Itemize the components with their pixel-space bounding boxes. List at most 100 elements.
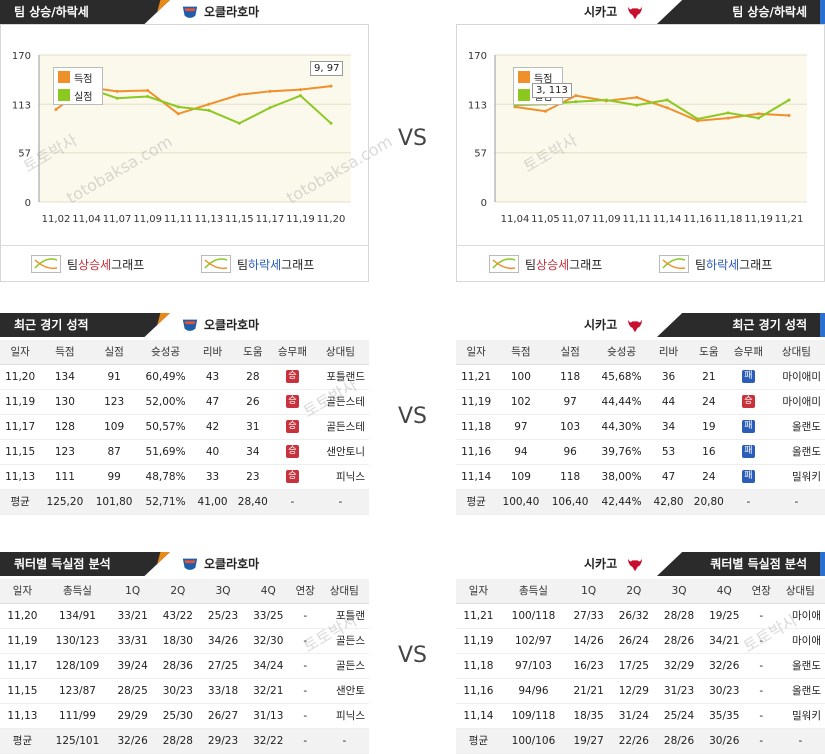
table-row[interactable]: 11,21 100 118 45,68% 36 21 패 마이애미 [456,364,825,390]
table-row[interactable]: 11,19 130/123 33/31 18/30 34/26 32/30- 골든스 [0,628,369,654]
data-point [146,95,150,99]
left-section-title: 팀 상승/하락세 [0,0,170,24]
table-cell: 18/30 [155,628,201,654]
column-header: 2Q [155,579,201,604]
table-row[interactable]: 11,13 111 99 48,78% 33 23 승 피닉스 [0,464,369,490]
x-tick-label: 11,02 [42,214,71,225]
table-cell: 128 [40,414,90,440]
table-cell: - [311,489,369,515]
y-tick-label: 57 [474,149,487,160]
up-graph-item[interactable]: 팀 상승세 그래프 [31,255,144,273]
trend-graph-icon [659,255,689,273]
table-row[interactable]: 11,14 109/118 18/35 31/24 25/24 35/35- 밀워키 [456,703,825,729]
column-header: 슛성공 [594,340,649,365]
table-row[interactable]: 11,15 123 87 51,69% 40 34 승 샌안토니 [0,439,369,465]
column-header: 득점 [496,340,546,365]
bulls-logo-icon [627,558,643,572]
table-row[interactable]: 11,21 100/118 27/33 26/32 28/28 19/25- 마이애 [456,603,825,629]
table-cell: 99 [89,464,139,490]
loss-badge: 패 [741,445,755,458]
table-cell: 19/27 [566,728,612,754]
table-cell: 23 [232,464,273,490]
left-team-name: 오클라호마 [204,5,260,19]
table-cell: 26/27 [200,703,246,729]
x-tick-label: 11,20 [317,214,346,225]
column-header: 슛성공 [138,340,193,365]
table-cell: - [746,678,776,704]
table-cell: 53 [648,439,689,465]
table-cell: 17/25 [611,653,657,679]
down-graph-item[interactable]: 팀 하락세 그래프 [201,255,314,273]
table-row[interactable]: 11,16 94 96 39,76% 53 16 패 올랜도 [456,439,825,465]
trend-graph-icon [31,255,61,273]
up-graph-item[interactable]: 팀 상승세 그래프 [489,255,602,273]
table-cell: 11,19 [456,628,501,654]
table-cell: 102/97 [500,628,567,654]
table-row[interactable]: 11,20 134/91 33/21 43/22 25/23 33/25- 포틀랜 [0,603,369,629]
table-cell: 123 [40,439,90,465]
down-graph-item[interactable]: 팀 하락세 그래프 [659,255,772,273]
vs-label-1: VS [398,126,428,151]
table-row[interactable]: 11,18 97 103 44,30% 34 19 패 올랜도 [456,414,825,440]
right-team-name: 시카고 [584,557,618,571]
table-cell: - [290,603,320,629]
y-tick-label: 113 [12,100,31,111]
table-cell: 42 [192,414,233,440]
table-row[interactable]: 11,15 123/87 28/25 30/23 33/18 32/21- 샌안토 [0,678,369,704]
loss-badge: 패 [741,420,755,433]
table-cell: 평균 [456,728,501,754]
table-cell: 134 [40,364,90,390]
data-point [54,107,58,111]
table-cell: 109 [496,464,546,490]
column-header: 도움 [688,340,729,365]
left-section-title: 쿼터별 득실점 분석 [0,552,170,576]
table-row[interactable]: 11,17 128 109 50,57% 42 31 승 골든스테 [0,414,369,440]
table-cell: 19 [688,414,729,440]
x-tick-label: 11,07 [103,214,132,225]
table-cell: 29/29 [110,703,156,729]
trend-graph-icon [489,255,519,273]
table-cell: 11,18 [456,414,497,440]
result-cell: 패 [728,364,768,390]
data-point [176,105,180,109]
table-cell: 32/22 [245,728,291,754]
right-graph-footer: 팀 상승세 그래프 팀 하락세 그래프 [457,245,824,281]
table-cell: - [728,489,768,515]
table-cell: 33/21 [110,603,156,629]
table-row[interactable]: 11,17 128/109 39/24 28/36 27/25 34/24- 골든스 [0,653,369,679]
loss-badge: 패 [741,370,755,383]
table-cell: - [746,653,776,679]
right-section-title: 쿼터별 득실점 분석 [657,552,825,576]
table-row[interactable]: 11,20 134 91 60,49% 43 28 승 포틀랜드 [0,364,369,390]
table-row[interactable]: 11,19 102 97 44,44% 44 24 승 마이애미 [456,389,825,415]
table-cell: 마이애미 [767,364,825,390]
table-cell: 102 [496,389,546,415]
table-row[interactable]: 11,18 97/103 16/23 17/25 32/29 32/26- 올랜도 [456,653,825,679]
table-cell: 11,14 [456,703,501,729]
table-row[interactable]: 11,13 111/99 29/29 25/30 26/27 31/13- 피닉스 [0,703,369,729]
table-row[interactable]: 11,19 130 123 52,00% 47 26 승 골든스테 [0,389,369,415]
table-cell: 130 [40,389,90,415]
y-tick-label: 0 [25,198,31,209]
win-badge: 승 [285,445,299,458]
table-cell: 103 [545,414,595,440]
table-row[interactable]: 11,14 109 118 38,00% 47 24 패 밀워키 [456,464,825,490]
column-header: 일자 [0,579,45,604]
table-cell: 11,13 [0,703,45,729]
column-header: 일자 [456,579,501,604]
table-row[interactable]: 11,19 102/97 14/26 26/24 28/26 34/21- 마이애 [456,628,825,654]
table-cell: 평균 [0,728,45,754]
data-point [787,98,791,102]
table-cell: 27/33 [566,603,612,629]
table-cell: 48,78% [138,464,193,490]
table-cell: 52,71% [138,489,193,515]
table-row[interactable]: 11,16 94/96 21/21 12/29 31/23 30/23- 올랜도 [456,678,825,704]
table-cell: - [767,489,825,515]
table-cell: 43 [192,364,233,390]
left-quarters-table: 일자 총득실 1Q 2Q 3Q 4Q 연장 상대팀 11,20 134/91 33/21 43/22 2… [0,579,369,754]
right-section-title: 팀 상승/하락세 [657,0,825,24]
table-cell: 30/23 [701,678,747,704]
data-point [207,108,211,112]
table-cell: 118 [545,364,595,390]
data-point [298,88,302,92]
